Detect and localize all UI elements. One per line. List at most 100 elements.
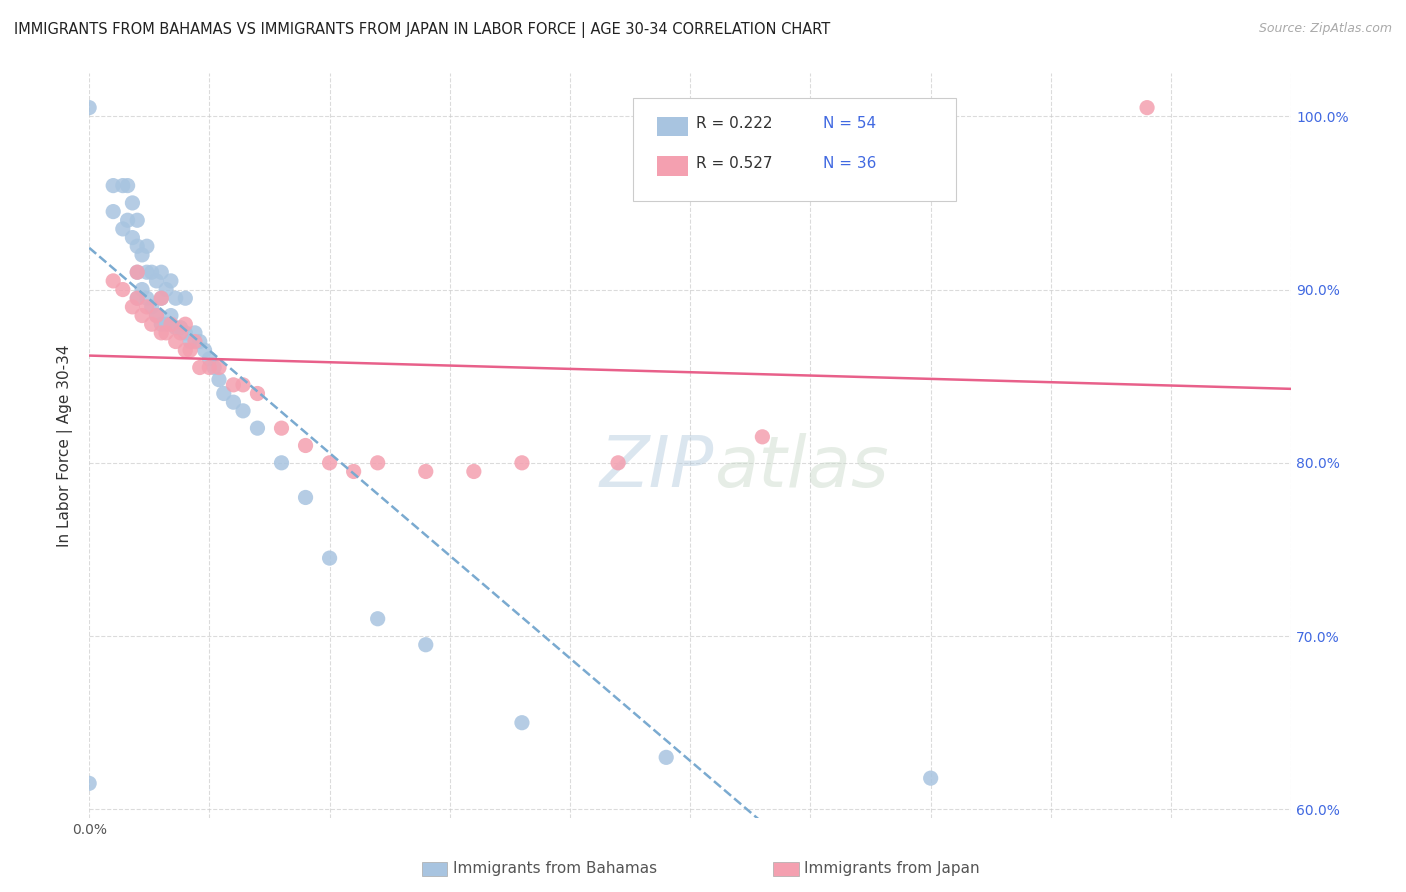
Point: [169, 326, 191, 340]
Point: [270, 456, 292, 470]
Point: [160, 274, 183, 288]
Point: [150, 291, 173, 305]
Point: [184, 326, 207, 340]
Point: [510, 456, 533, 470]
Point: [179, 343, 201, 358]
Point: [208, 360, 231, 375]
Point: [232, 377, 254, 392]
Point: [318, 456, 340, 470]
Point: [77, 101, 100, 115]
Point: [222, 377, 245, 392]
Point: [188, 360, 211, 375]
Point: [607, 456, 630, 470]
Text: IMMIGRANTS FROM BAHAMAS VS IMMIGRANTS FROM JAPAN IN LABOR FORCE | AGE 30-34 CORR: IMMIGRANTS FROM BAHAMAS VS IMMIGRANTS FR…: [14, 22, 831, 38]
Point: [343, 465, 366, 479]
Point: [117, 178, 139, 193]
Point: [141, 265, 163, 279]
Point: [510, 715, 533, 730]
Point: [246, 421, 269, 435]
Text: Immigrants from Bahamas: Immigrants from Bahamas: [453, 862, 657, 876]
Point: [294, 491, 316, 505]
Point: [135, 239, 157, 253]
Point: [169, 320, 191, 334]
Point: [103, 274, 125, 288]
Point: [121, 195, 143, 210]
Point: [121, 300, 143, 314]
Point: [150, 265, 173, 279]
Point: [131, 309, 153, 323]
Point: [121, 230, 143, 244]
Text: ZIP: ZIP: [600, 434, 714, 502]
Point: [174, 291, 197, 305]
Point: [222, 395, 245, 409]
Point: [135, 265, 157, 279]
Point: [179, 334, 201, 349]
Point: [127, 291, 149, 305]
Point: [127, 213, 149, 227]
Point: [751, 430, 773, 444]
Point: [294, 438, 316, 452]
Point: [127, 265, 149, 279]
Point: [135, 300, 157, 314]
Point: [920, 771, 942, 785]
Point: [655, 750, 678, 764]
Point: [367, 612, 389, 626]
Point: [135, 291, 157, 305]
Point: [165, 334, 187, 349]
Point: [127, 239, 149, 253]
Point: [160, 317, 183, 331]
Point: [155, 326, 177, 340]
Point: [202, 360, 225, 375]
Point: [150, 291, 173, 305]
Point: [160, 309, 183, 323]
Point: [174, 326, 197, 340]
Text: N = 54: N = 54: [823, 117, 876, 131]
Point: [188, 334, 211, 349]
Point: [415, 638, 437, 652]
Point: [318, 551, 340, 566]
Point: [111, 222, 134, 236]
Point: [150, 317, 173, 331]
Text: atlas: atlas: [714, 434, 889, 502]
Point: [127, 291, 149, 305]
Point: [184, 334, 207, 349]
Point: [198, 360, 221, 375]
Point: [77, 776, 100, 790]
Point: [246, 386, 269, 401]
Point: [103, 204, 125, 219]
Point: [141, 300, 163, 314]
Point: [155, 283, 177, 297]
Point: [232, 404, 254, 418]
Y-axis label: In Labor Force | Age 30-34: In Labor Force | Age 30-34: [58, 344, 73, 547]
Point: [111, 178, 134, 193]
Point: [117, 213, 139, 227]
Point: [145, 309, 167, 323]
Point: [145, 309, 167, 323]
Point: [141, 317, 163, 331]
Point: [270, 421, 292, 435]
Point: [131, 248, 153, 262]
Point: [165, 320, 187, 334]
Point: [155, 317, 177, 331]
Point: [165, 291, 187, 305]
Point: [193, 343, 215, 358]
Text: Immigrants from Japan: Immigrants from Japan: [804, 862, 980, 876]
Point: [174, 317, 197, 331]
Point: [208, 373, 231, 387]
Text: Source: ZipAtlas.com: Source: ZipAtlas.com: [1258, 22, 1392, 36]
Point: [198, 351, 221, 366]
Text: R = 0.222: R = 0.222: [696, 117, 772, 131]
Point: [131, 283, 153, 297]
Point: [415, 465, 437, 479]
Point: [1136, 101, 1159, 115]
Point: [150, 326, 173, 340]
Point: [463, 465, 485, 479]
Point: [212, 386, 235, 401]
Text: R = 0.527: R = 0.527: [696, 156, 772, 170]
Point: [367, 456, 389, 470]
Point: [103, 178, 125, 193]
Point: [127, 265, 149, 279]
Point: [145, 274, 167, 288]
Text: N = 36: N = 36: [823, 156, 876, 170]
Point: [174, 343, 197, 358]
